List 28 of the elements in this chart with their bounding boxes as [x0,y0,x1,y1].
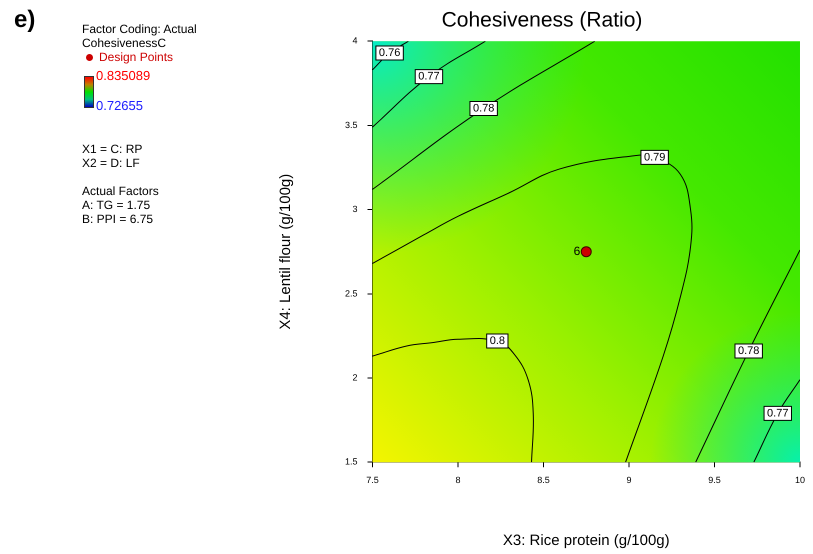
legend-label: Design Points [98,50,174,64]
chart-title: Cohesiveness (Ratio) [442,8,642,32]
x-tick-label: 8.5 [537,475,550,486]
y-tick-label: 2 [352,372,358,382]
text: A: TG = 1.75 [82,198,152,212]
y-axis-title: X4: Lentil flour (g/100g) [277,174,294,330]
text: X2 = D: LF [82,156,141,170]
x-tick-label: 8 [456,475,461,486]
color-bar-label: 0.835089 [96,68,150,83]
color-bar-label: 0.72655 [96,98,143,113]
text: B: PPI = 6.75 [82,212,154,226]
x-tick-label: 9.5 [708,475,721,486]
point [580,246,592,258]
y-tick-label: 1.5 [344,456,358,467]
y-tick-label: 2.5 [344,288,358,298]
color-bar-title: CohesivenessC [82,36,168,50]
y-tick-label: 4 [352,36,358,46]
y-tick-label: 3 [352,204,358,214]
x-tick-label: 10 [794,475,805,486]
annotation: 6 [574,244,581,258]
text: Factor Coding: Actual [82,22,198,36]
x-axis-title: X3: Rice protein (g/100g) [502,532,670,550]
text: Actual Factors [82,184,160,198]
y-tick-label: 3.5 [344,120,358,130]
x-tick-label: 9 [626,475,632,486]
text: e) [14,6,36,34]
text: X1 = C: RP [82,142,144,156]
x-tick-label: 7.5 [366,475,379,486]
